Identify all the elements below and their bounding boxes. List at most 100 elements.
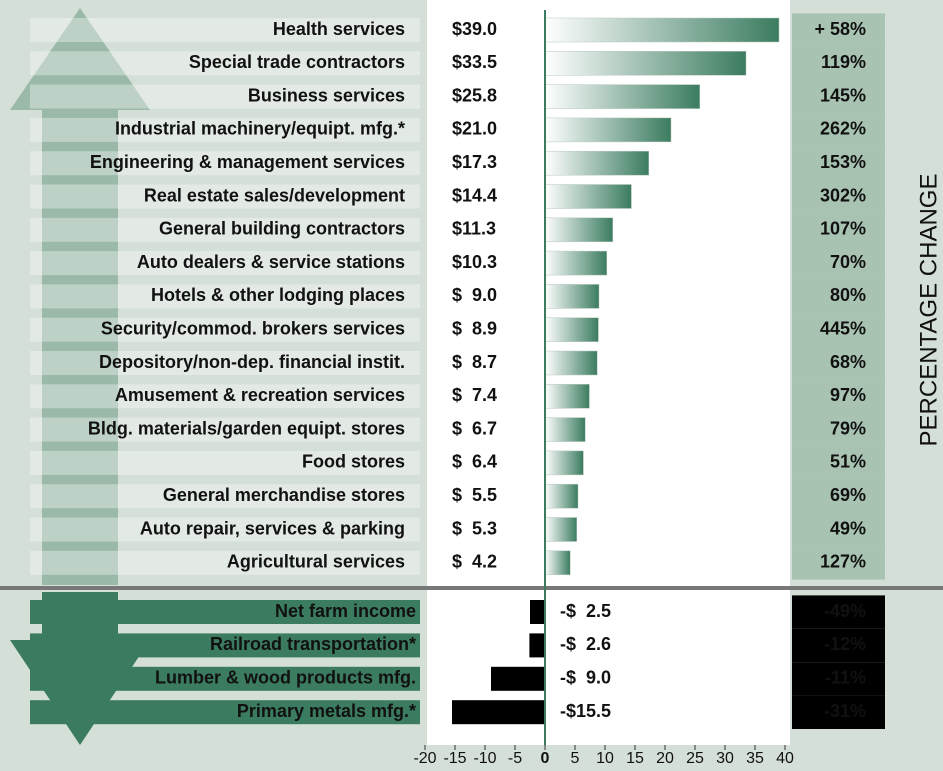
- bar: [544, 317, 599, 342]
- label-band: [30, 517, 420, 542]
- value-label: $ 5.3: [452, 518, 497, 538]
- percent-label: 79%: [830, 418, 866, 438]
- category-label: Engineering & management services: [90, 152, 405, 172]
- percent-label: -12%: [824, 634, 866, 654]
- x-tick-label: -5: [508, 750, 522, 767]
- label-band: [30, 550, 420, 575]
- bar: [544, 184, 632, 209]
- bar: [544, 550, 571, 576]
- percent-label: 262%: [820, 119, 866, 139]
- percent-label: 80%: [830, 285, 866, 305]
- label-band: [30, 450, 420, 475]
- label-band: [30, 384, 420, 409]
- category-label: Auto repair, services & parking: [140, 518, 405, 538]
- label-band: [30, 84, 420, 109]
- percent-cell: [792, 479, 885, 513]
- bar: [544, 150, 650, 176]
- percent-cell: [792, 546, 885, 580]
- label-band: [30, 18, 420, 42]
- label-band: [30, 51, 420, 76]
- label-band: [30, 151, 420, 176]
- category-label: General merchandise stores: [163, 485, 405, 505]
- bar: [544, 51, 747, 76]
- bar: [544, 417, 586, 442]
- x-tick-label: -20: [413, 750, 436, 767]
- category-label: Real estate sales/development: [144, 185, 405, 205]
- x-tick-label: 30: [716, 750, 734, 767]
- x-tick-label: 0: [541, 750, 550, 767]
- percent-label: 107%: [820, 219, 866, 239]
- value-label: -$ 2.5: [560, 601, 611, 621]
- percent-cell: [792, 662, 885, 696]
- percent-cell: [792, 695, 885, 729]
- x-tick-label: -15: [443, 750, 466, 767]
- percent-label: 68%: [830, 352, 866, 372]
- value-label: $11.3: [452, 219, 496, 239]
- percent-cell: [792, 179, 885, 214]
- percent-cell: [792, 346, 885, 380]
- value-label: $ 8.7: [452, 352, 497, 372]
- category-label: Lumber & wood products mfg.: [155, 668, 416, 688]
- percent-label: + 58%: [814, 19, 866, 39]
- percent-cell: [792, 13, 885, 47]
- percent-label: 302%: [820, 185, 866, 205]
- percent-cell: [792, 279, 885, 314]
- percent-cell: [792, 628, 885, 663]
- percent-cell: [792, 146, 885, 180]
- label-band: [30, 317, 420, 342]
- label-band: [30, 700, 420, 725]
- x-tick-label: 5: [571, 750, 580, 767]
- value-label: $21.0: [452, 119, 497, 139]
- bar: [452, 700, 545, 725]
- label-band: [30, 417, 420, 442]
- category-label: Primary metals mfg.*: [237, 701, 416, 721]
- label-band: [30, 633, 420, 658]
- percent-cell: [792, 595, 885, 629]
- value-label: $ 4.2: [452, 552, 497, 572]
- percent-label: 153%: [820, 152, 866, 172]
- category-label: Food stores: [302, 452, 405, 472]
- label-band: [30, 251, 420, 276]
- x-tick-label: 25: [686, 750, 704, 767]
- label-band: [30, 600, 420, 624]
- bar: [544, 450, 584, 476]
- percent-cell: [792, 246, 885, 280]
- value-label: -$ 9.0: [560, 668, 611, 688]
- category-label: Security/commod. brokers services: [101, 318, 405, 338]
- x-tick-label: 40: [776, 750, 794, 767]
- up-arrow: [10, 8, 150, 585]
- category-label: General building contractors: [159, 219, 405, 239]
- category-label: Special trade contractors: [189, 52, 405, 72]
- label-band: [30, 484, 420, 509]
- category-label: Bldg. materials/garden equipt. stores: [88, 418, 405, 438]
- percent-label: -49%: [824, 601, 866, 621]
- bar: [544, 117, 672, 143]
- bar: [544, 517, 578, 542]
- value-label: $ 5.5: [452, 485, 497, 505]
- bar: [544, 350, 598, 376]
- bar: [530, 600, 545, 624]
- percent-cell: [792, 113, 885, 147]
- category-label: Hotels & other lodging places: [151, 285, 405, 305]
- bar: [544, 284, 600, 309]
- category-label: Net farm income: [275, 601, 416, 621]
- value-label: -$15.5: [560, 701, 611, 721]
- percent-axis-title: PERCENTAGE CHANGE: [915, 174, 942, 447]
- percent-cell: [792, 313, 885, 347]
- x-tick-label: 35: [746, 750, 764, 767]
- value-label: $33.5: [452, 52, 497, 72]
- percent-cell: [792, 213, 885, 247]
- percent-label: 127%: [820, 552, 866, 572]
- bar: [544, 384, 590, 409]
- bar: [491, 666, 545, 691]
- percent-cell: [792, 446, 885, 480]
- percent-cell: [792, 80, 885, 114]
- value-label: $14.4: [452, 185, 497, 205]
- bar: [544, 250, 608, 276]
- percent-cell: [792, 46, 885, 81]
- value-label: -$ 2.6: [560, 634, 611, 654]
- percent-label: -31%: [824, 701, 866, 721]
- x-tick-label: 15: [626, 750, 644, 767]
- bar: [529, 633, 545, 658]
